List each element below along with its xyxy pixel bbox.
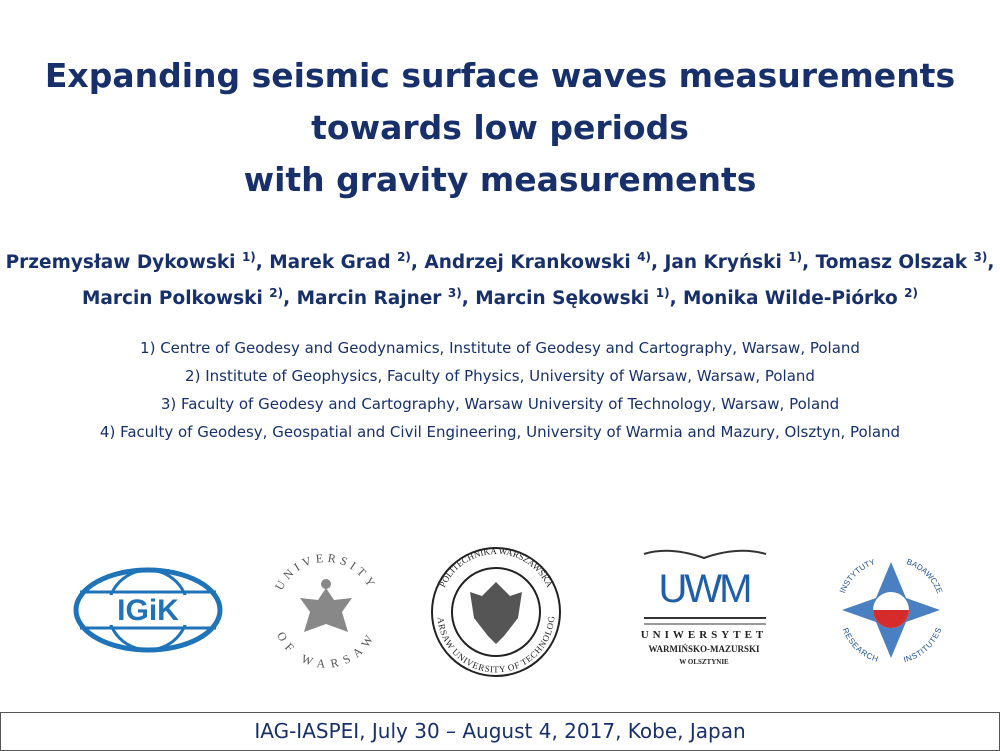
author-affiliation: 2) bbox=[397, 250, 411, 264]
author-name: Jan Kryński bbox=[664, 252, 782, 274]
uwm-logo: UWM UNIWERSYTET WARMIŃSKO-MAZURSKI W OLS… bbox=[641, 549, 768, 666]
author-name: Marek Grad bbox=[269, 252, 391, 274]
author-separator: , bbox=[987, 252, 995, 274]
author-affiliation: 2) bbox=[904, 286, 918, 301]
title-line: with gravity measurements bbox=[243, 160, 757, 199]
logo-text: INSTYTUTY bbox=[838, 557, 877, 594]
title-line: Expanding seismic surface waves measurem… bbox=[44, 56, 956, 95]
author-name: Marcin Rajner bbox=[296, 288, 442, 310]
logo-text: INSTYTUTY bbox=[838, 557, 877, 594]
title: Expanding seismic surface waves measurem… bbox=[0, 50, 1000, 206]
logo-text: BADAWCZE bbox=[905, 557, 944, 594]
title-line: towards low periods bbox=[311, 108, 689, 147]
author-separator: , bbox=[283, 288, 297, 310]
affiliations: 1) Centre of Geodesy and Geodynamics, In… bbox=[0, 334, 1000, 446]
author-affiliation: 4) bbox=[637, 250, 651, 264]
logo-text: WARMIŃSKO-MAZURSKI bbox=[648, 644, 760, 654]
author-affiliation: 1) bbox=[655, 286, 670, 301]
logo-text: W OLSZTYNIE bbox=[679, 658, 729, 666]
author-name: Przemysław Dykowski bbox=[5, 252, 236, 274]
affiliation: 4) Faculty of Geodesy, Geospatial and Ci… bbox=[99, 423, 901, 441]
author-line: Przemysław Dykowski 1), Marek Grad 2), A… bbox=[0, 242, 1000, 278]
affiliation: 2) Institute of Geophysics, Faculty of P… bbox=[185, 367, 815, 385]
logo-text: OF WARSAW bbox=[274, 629, 378, 671]
affiliation: 1) Centre of Geodesy and Geodynamics, In… bbox=[140, 339, 860, 357]
ib-logo: INSTYTUTY BADAWCZE RESEARCH INSTITUTES bbox=[838, 557, 944, 664]
logo-text: UWM bbox=[659, 567, 751, 611]
logo-text: IGiK bbox=[117, 594, 179, 627]
author-separator: , bbox=[802, 252, 816, 274]
author-separator: , bbox=[461, 288, 476, 310]
logo-text: INSTITUTES bbox=[903, 626, 944, 664]
author-name: Monika Wilde-Piórko bbox=[683, 288, 898, 310]
affiliation: 3) Faculty of Geodesy and Cartography, W… bbox=[160, 395, 840, 413]
footer: IAG-IASPEI, July 30 – August 4, 2017, Ko… bbox=[0, 712, 1000, 751]
author-line: Marcin Polkowski 2), Marcin Rajner 3), M… bbox=[0, 278, 1000, 314]
igik-logo: IGiK bbox=[73, 567, 223, 653]
author-name: Marcin Polkowski bbox=[81, 288, 263, 310]
logo-text: RESEARCH bbox=[841, 627, 880, 664]
author-separator: , bbox=[651, 252, 665, 274]
author-name: Andrzej Krankowski bbox=[424, 252, 631, 274]
author-affiliation: 3) bbox=[973, 250, 988, 264]
logo-text: RESEARCH bbox=[841, 627, 880, 664]
logos: IGiK UNIVERSITY OF WARSAW POLITECHNIKA W… bbox=[0, 540, 944, 677]
author-affiliation: 1) bbox=[241, 250, 256, 264]
author-affiliation: 2) bbox=[269, 286, 284, 301]
author-separator: , bbox=[669, 288, 684, 310]
pw-logo: POLITECHNIKA WARSZAWSKA WARSAW UNIVERSIT… bbox=[0, 540, 561, 677]
logo-text: INSTITUTES bbox=[903, 626, 944, 664]
logo-text: OF WARSAW bbox=[274, 629, 374, 671]
logo-text: UNIWERSYTET bbox=[641, 629, 768, 641]
logo-text: BADAWCZE bbox=[905, 557, 944, 594]
uw-logo: UNIVERSITY OF WARSAW bbox=[272, 551, 378, 671]
author-name: Marcin Sękowski bbox=[475, 288, 650, 310]
author-separator: , bbox=[255, 252, 270, 274]
author-affiliation: 3) bbox=[447, 286, 462, 301]
author-name: Tomasz Olszak bbox=[815, 252, 968, 274]
author-separator: , bbox=[410, 252, 425, 274]
author-affiliation: 1) bbox=[788, 250, 803, 264]
authors: Przemysław Dykowski 1), Marek Grad 2), A… bbox=[0, 242, 1000, 314]
